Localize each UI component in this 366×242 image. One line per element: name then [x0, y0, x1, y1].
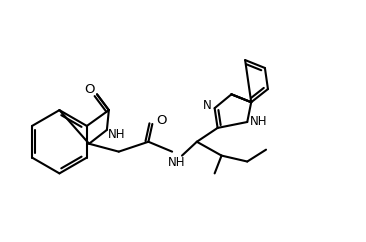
Text: O: O	[156, 113, 167, 127]
Text: NH: NH	[168, 156, 186, 169]
Text: N: N	[203, 99, 212, 112]
Text: NH: NH	[249, 115, 267, 129]
Text: O: O	[84, 83, 94, 96]
Text: NH: NH	[108, 128, 126, 141]
